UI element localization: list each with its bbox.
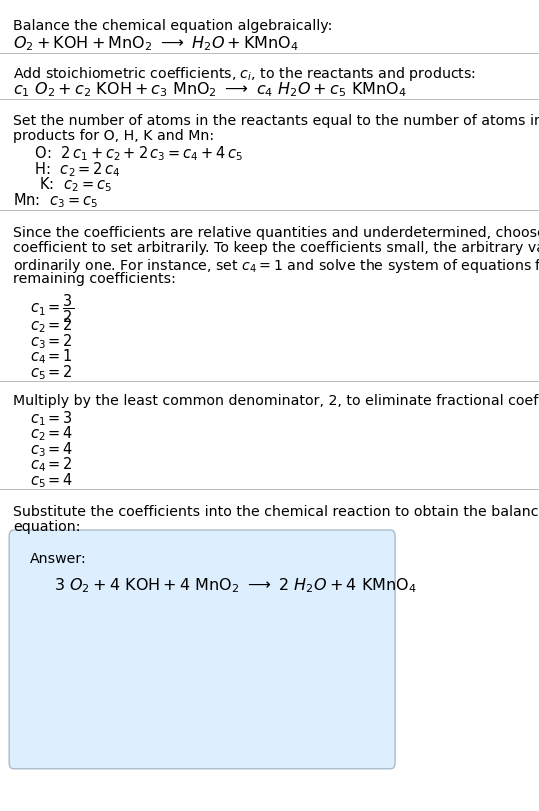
- Text: coefficient to set arbitrarily. To keep the coefficients small, the arbitrary va: coefficient to set arbitrarily. To keep …: [13, 241, 539, 255]
- Text: Answer:: Answer:: [30, 551, 86, 565]
- Text: $c_1\ O_2 + c_2\ \mathrm{KOH} + c_3\ \mathrm{MnO}_2 \ \longrightarrow \ c_4\ H_2: $c_1\ O_2 + c_2\ \mathrm{KOH} + c_3\ \ma…: [13, 80, 407, 99]
- Text: $c_2 = 2$: $c_2 = 2$: [30, 316, 72, 335]
- Text: $3\ O_2 + 4\ \mathrm{KOH} + 4\ \mathrm{MnO}_2 \ \longrightarrow \ 2\ H_2O + 4\ \: $3\ O_2 + 4\ \mathrm{KOH} + 4\ \mathrm{M…: [54, 576, 417, 594]
- Text: $c_1 = 3$: $c_1 = 3$: [30, 409, 73, 427]
- Text: Substitute the coefficients into the chemical reaction to obtain the balanced: Substitute the coefficients into the che…: [13, 504, 539, 518]
- Text: K: $\ c_2 = c_5$: K: $\ c_2 = c_5$: [30, 175, 112, 194]
- Text: Add stoichiometric coefficients, $c_i$, to the reactants and products:: Add stoichiometric coefficients, $c_i$, …: [13, 65, 476, 83]
- Text: $c_4 = 1$: $c_4 = 1$: [30, 347, 72, 366]
- Text: $c_3 = 4$: $c_3 = 4$: [30, 440, 73, 458]
- Text: $c_4 = 2$: $c_4 = 2$: [30, 455, 72, 474]
- Text: $c_3 = 2$: $c_3 = 2$: [30, 332, 72, 350]
- Text: $c_1 = \dfrac{3}{2}$: $c_1 = \dfrac{3}{2}$: [30, 292, 74, 324]
- FancyBboxPatch shape: [9, 530, 395, 769]
- Text: remaining coefficients:: remaining coefficients:: [13, 272, 176, 285]
- Text: $c_5 = 2$: $c_5 = 2$: [30, 363, 72, 381]
- Text: products for O, H, K and Mn:: products for O, H, K and Mn:: [13, 129, 215, 143]
- Text: Balance the chemical equation algebraically:: Balance the chemical equation algebraica…: [13, 19, 333, 32]
- Text: equation:: equation:: [13, 520, 81, 534]
- Text: Mn: $\ c_3 = c_5$: Mn: $\ c_3 = c_5$: [13, 191, 98, 209]
- Text: $O_2 + \mathrm{KOH} + \mathrm{MnO}_2 \ \longrightarrow \ H_2O + \mathrm{KMnO}_4$: $O_2 + \mathrm{KOH} + \mathrm{MnO}_2 \ \…: [13, 34, 299, 53]
- Text: Set the number of atoms in the reactants equal to the number of atoms in the: Set the number of atoms in the reactants…: [13, 114, 539, 127]
- Text: ordinarily one. For instance, set $c_4 = 1$ and solve the system of equations fo: ordinarily one. For instance, set $c_4 =…: [13, 256, 539, 274]
- Text: $c_5 = 4$: $c_5 = 4$: [30, 470, 73, 489]
- Text: O: $\ 2\,c_1 + c_2 + 2\,c_3 = c_4 + 4\,c_5$: O: $\ 2\,c_1 + c_2 + 2\,c_3 = c_4 + 4\,c…: [30, 144, 243, 163]
- Text: Multiply by the least common denominator, 2, to eliminate fractional coefficient: Multiply by the least common denominator…: [13, 393, 539, 407]
- Text: Since the coefficients are relative quantities and underdetermined, choose a: Since the coefficients are relative quan…: [13, 225, 539, 239]
- Text: $c_2 = 4$: $c_2 = 4$: [30, 424, 73, 443]
- Text: H: $\ c_2 = 2\,c_4$: H: $\ c_2 = 2\,c_4$: [30, 160, 120, 178]
